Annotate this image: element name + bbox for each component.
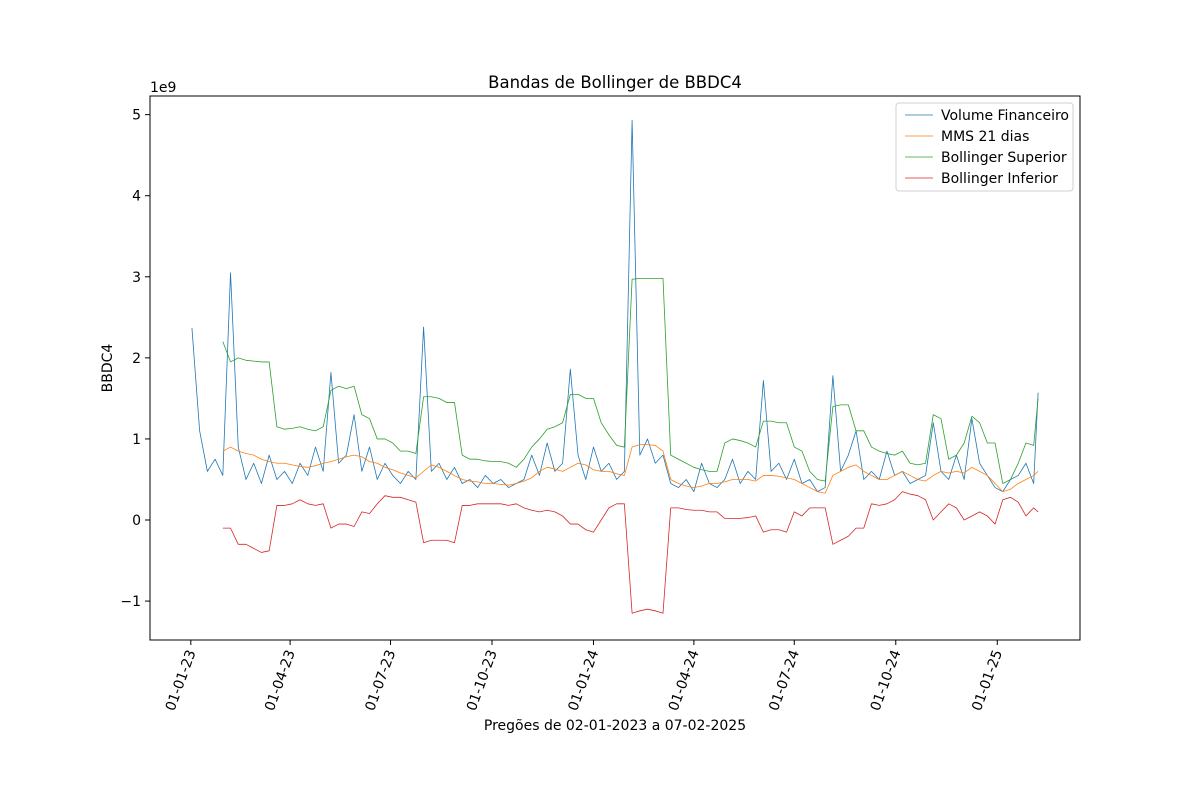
legend-label: Bollinger Superior bbox=[941, 150, 1067, 166]
plot-frame bbox=[149, 95, 1081, 641]
legend-label: Volume Financeiro bbox=[941, 108, 1069, 124]
y-tick-label: −1 bbox=[120, 594, 141, 610]
y-tick-label: 0 bbox=[132, 513, 141, 529]
y-offset-label: 1e9 bbox=[150, 80, 176, 96]
y-tick-label: 4 bbox=[132, 189, 141, 205]
y-tick-label: 3 bbox=[132, 270, 141, 286]
legend: Volume Financeiro MMS 21 dias Bollinger Su… bbox=[895, 102, 1074, 192]
x-axis-label: Pregões de 02-01-2023 a 07-02-2025 bbox=[484, 718, 746, 734]
legend-label: Bollinger Inferior bbox=[941, 171, 1058, 187]
legend-label: MMS 21 dias bbox=[941, 129, 1029, 145]
series-line bbox=[222, 278, 1039, 484]
y-tick-label: 2 bbox=[132, 351, 141, 367]
series-line bbox=[222, 491, 1039, 614]
series-line bbox=[222, 444, 1039, 494]
y-tick-label: 5 bbox=[132, 108, 141, 124]
legend-box bbox=[895, 102, 1074, 192]
chart-title: Bandas de Bollinger de BBDC4 bbox=[488, 73, 742, 92]
y-axis-label: BBDC4 bbox=[100, 344, 116, 393]
y-tick-label: 1 bbox=[132, 432, 141, 448]
